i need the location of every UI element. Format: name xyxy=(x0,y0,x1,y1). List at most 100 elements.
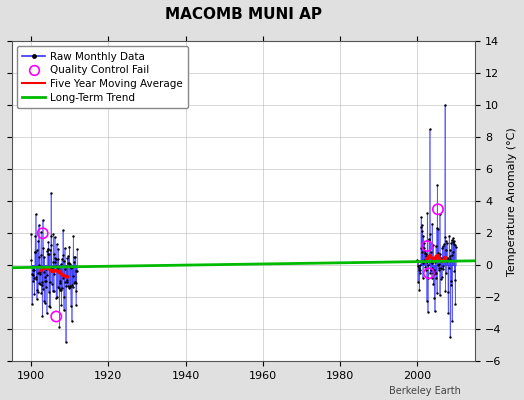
Point xyxy=(436,258,445,264)
Point xyxy=(39,286,47,292)
Point xyxy=(423,309,432,315)
Point xyxy=(32,247,41,254)
Point xyxy=(67,265,75,272)
Point xyxy=(439,263,447,269)
Point xyxy=(424,262,432,268)
Point xyxy=(428,275,436,282)
Point xyxy=(49,287,58,294)
Point xyxy=(423,210,431,216)
Point xyxy=(446,256,455,262)
Point xyxy=(438,257,446,264)
Point xyxy=(423,259,431,265)
Point xyxy=(67,264,75,270)
Point xyxy=(73,246,81,253)
Point xyxy=(428,220,436,227)
Point xyxy=(50,250,58,257)
Point xyxy=(73,268,81,274)
Point xyxy=(48,264,57,271)
Point xyxy=(68,282,77,288)
Point xyxy=(430,295,439,302)
Point xyxy=(61,279,69,286)
Point xyxy=(416,262,424,268)
Point xyxy=(31,233,39,239)
Point xyxy=(46,279,54,285)
Point xyxy=(53,256,62,263)
Point xyxy=(435,211,444,217)
Point xyxy=(427,264,435,271)
Point xyxy=(27,257,36,263)
Point xyxy=(31,211,40,217)
Point xyxy=(63,282,72,289)
Point xyxy=(433,290,441,296)
Point xyxy=(54,246,63,252)
Point xyxy=(40,298,48,304)
Point xyxy=(414,264,423,271)
Point xyxy=(425,270,433,276)
Point xyxy=(32,276,40,283)
Point xyxy=(33,287,41,294)
Point xyxy=(450,238,458,244)
Point xyxy=(52,263,60,270)
Point xyxy=(58,285,67,291)
Legend: Raw Monthly Data, Quality Control Fail, Five Year Moving Average, Long-Term Tren: Raw Monthly Data, Quality Control Fail, … xyxy=(17,46,188,108)
Point xyxy=(439,266,447,273)
Point xyxy=(34,289,42,295)
Point xyxy=(29,278,38,284)
Point xyxy=(61,283,70,289)
Point xyxy=(54,269,63,275)
Point xyxy=(429,280,438,287)
Point xyxy=(57,302,66,308)
Point xyxy=(54,265,62,272)
Point xyxy=(433,262,442,268)
Point xyxy=(35,254,43,260)
Point xyxy=(62,339,70,345)
Point xyxy=(417,224,425,230)
Point xyxy=(38,313,47,319)
Point xyxy=(449,239,457,245)
Point xyxy=(430,267,438,273)
Point xyxy=(418,249,427,256)
Point xyxy=(447,240,456,246)
Point xyxy=(413,263,422,269)
Point xyxy=(62,279,71,285)
Point xyxy=(36,281,45,287)
Point xyxy=(71,253,80,260)
Point xyxy=(419,232,428,239)
Point xyxy=(448,251,456,258)
Point xyxy=(439,243,447,249)
Point xyxy=(59,252,68,258)
Y-axis label: Temperature Anomaly (°C): Temperature Anomaly (°C) xyxy=(507,127,517,276)
Point xyxy=(72,287,80,294)
Point xyxy=(424,252,433,258)
Point xyxy=(48,280,56,287)
Point xyxy=(38,217,47,224)
Point xyxy=(46,247,54,254)
Point xyxy=(441,102,449,108)
Point xyxy=(419,274,427,281)
Point xyxy=(70,259,79,266)
Point xyxy=(42,310,51,316)
Point xyxy=(64,260,73,266)
Point xyxy=(32,296,41,302)
Point xyxy=(70,280,78,286)
Point xyxy=(433,182,442,188)
Point xyxy=(52,295,60,301)
Point xyxy=(48,264,56,271)
Point xyxy=(442,247,451,253)
Point xyxy=(431,270,440,276)
Point xyxy=(425,236,433,242)
Point xyxy=(47,190,55,196)
Point xyxy=(434,225,442,232)
Point xyxy=(425,237,433,244)
Point xyxy=(422,267,431,273)
Point xyxy=(429,270,437,276)
Point xyxy=(30,291,39,297)
Point xyxy=(71,280,80,286)
Point xyxy=(28,271,37,277)
Point xyxy=(452,244,460,251)
Point xyxy=(440,256,448,263)
Point xyxy=(437,265,445,271)
Point xyxy=(59,294,68,300)
Point xyxy=(425,126,434,132)
Point xyxy=(442,258,451,264)
